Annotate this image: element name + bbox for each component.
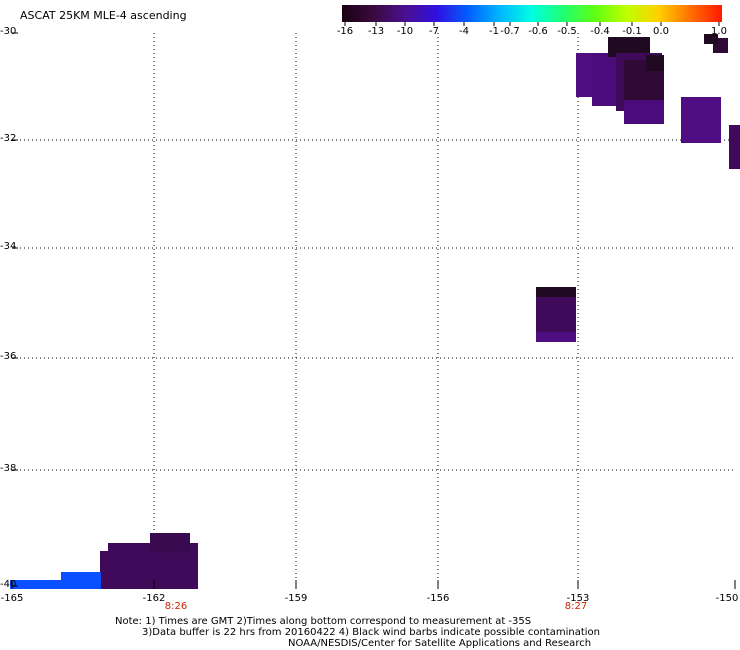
data-cell [624, 100, 664, 124]
data-cell [646, 55, 664, 71]
colorbar-tick-label: -0.6 [528, 26, 548, 37]
wind-data-cells [10, 34, 740, 589]
lat-label: -30 [0, 26, 17, 37]
time-label: 8:27 [564, 601, 588, 612]
data-cell [150, 533, 190, 553]
colorbar-tick-label: -0.1 [622, 26, 642, 37]
lon-label: -153 [566, 593, 590, 604]
data-cell [729, 125, 740, 169]
lon-label: -162 [142, 593, 166, 604]
time-label: 8:26 [164, 601, 188, 612]
data-cell [704, 34, 718, 44]
lat-label: -40 [0, 579, 17, 590]
colorbar-tick-label: -1 [489, 26, 499, 37]
data-cell [608, 37, 650, 57]
data-cell [536, 287, 576, 297]
data-cell [536, 332, 576, 342]
data-cell [10, 580, 62, 589]
colorbar-tick-label: 0.0 [653, 26, 669, 37]
lon-label: -150 [715, 593, 739, 604]
colorbar [342, 5, 722, 26]
note-line-1: Note: 1) Times are GMT 2)Times along bot… [115, 616, 532, 627]
colorbar-tick-label: -16 [336, 26, 354, 37]
lat-label: -36 [0, 351, 17, 362]
colorbar-tick-label: -10 [396, 26, 414, 37]
lon-label: -156 [426, 593, 450, 604]
lon-label: -165 [0, 593, 24, 604]
data-cell [681, 97, 721, 143]
colorbar-tick-label: -0.7 [500, 26, 520, 37]
note-line-2: 3)Data buffer is 22 hrs from 20160422 4)… [142, 627, 600, 638]
note-line-3: NOAA/NESDIS/Center for Satellite Applica… [288, 638, 592, 649]
lat-label: -34 [0, 241, 17, 252]
grid-lines [12, 33, 735, 586]
colorbar-gradient [342, 5, 722, 22]
colorbar-tick-label: -4 [459, 26, 469, 37]
colorbar-tick-label: -13 [367, 26, 385, 37]
lat-label: -38 [0, 463, 17, 474]
colorbar-tick-label: -0.4 [590, 26, 610, 37]
data-cell [61, 572, 101, 589]
colorbar-tick-label: 1.0 [711, 26, 727, 37]
colorbar-tick-label: -0.5 [557, 26, 577, 37]
map-title: ASCAT 25KM MLE-4 ascending [20, 9, 187, 22]
lon-label: -159 [284, 593, 308, 604]
lat-label: -32 [0, 133, 17, 144]
axis-ticks [11, 32, 736, 589]
colorbar-tick-label: -7 [429, 26, 439, 37]
